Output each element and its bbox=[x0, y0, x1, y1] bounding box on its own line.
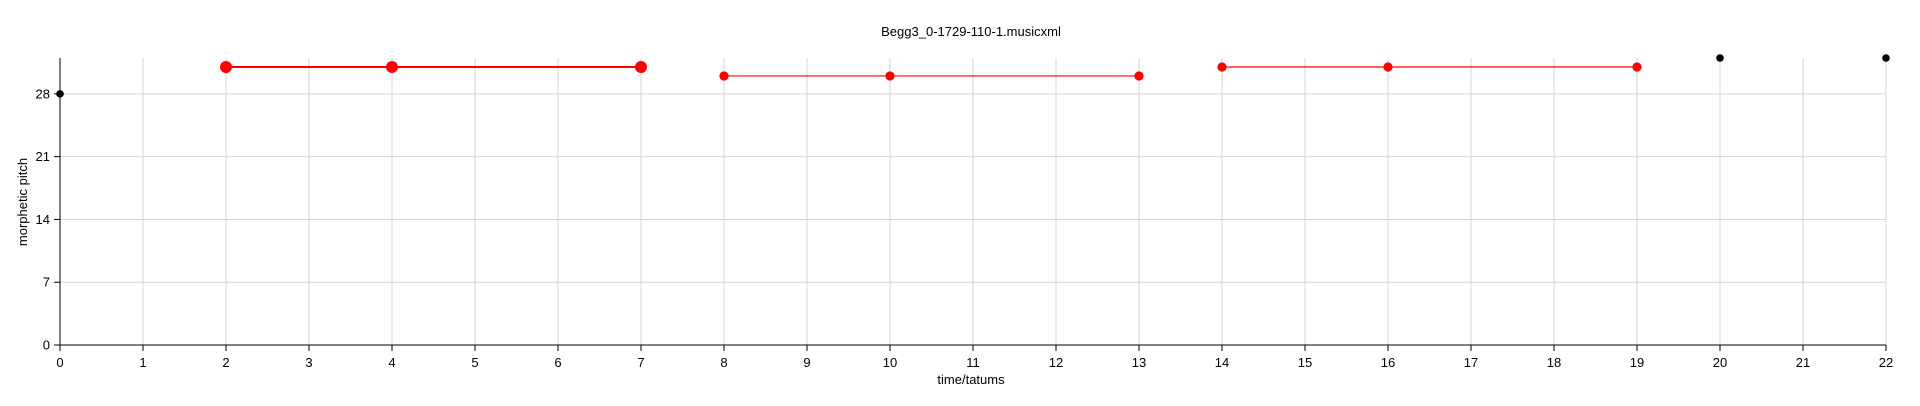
x-tick-label: 6 bbox=[554, 355, 561, 370]
y-tick-label: 7 bbox=[43, 275, 50, 290]
x-tick-label: 12 bbox=[1049, 355, 1063, 370]
data-point bbox=[56, 90, 64, 98]
x-tick-label: 17 bbox=[1464, 355, 1478, 370]
pattern-point bbox=[719, 71, 729, 81]
data-point bbox=[1882, 54, 1890, 62]
series-layer bbox=[56, 54, 1890, 98]
x-tick-label: 8 bbox=[720, 355, 727, 370]
x-tick-label: 21 bbox=[1796, 355, 1810, 370]
pattern-point bbox=[1632, 62, 1642, 72]
x-tick-label: 13 bbox=[1132, 355, 1146, 370]
x-tick-label: 18 bbox=[1547, 355, 1561, 370]
pattern-point bbox=[885, 71, 895, 81]
pattern-point bbox=[220, 60, 232, 73]
chart-title: Begg3_0-1729-110-1.musicxml bbox=[881, 24, 1061, 39]
y-axis-label: morphetic pitch bbox=[15, 158, 30, 246]
x-tick-label: 10 bbox=[883, 355, 897, 370]
y-tick-label: 14 bbox=[36, 212, 50, 227]
x-tick-label: 1 bbox=[139, 355, 146, 370]
pattern-point bbox=[386, 60, 398, 73]
y-tick-label: 21 bbox=[36, 149, 50, 164]
pattern-point bbox=[1217, 62, 1227, 72]
y-tick-label: 28 bbox=[36, 86, 50, 101]
pattern-point bbox=[635, 60, 647, 73]
x-tick-label: 22 bbox=[1879, 355, 1893, 370]
x-tick-label: 5 bbox=[471, 355, 478, 370]
x-tick-label: 16 bbox=[1381, 355, 1395, 370]
x-tick-label: 7 bbox=[637, 355, 644, 370]
x-tick-label: 9 bbox=[803, 355, 810, 370]
x-tick-label: 14 bbox=[1215, 355, 1229, 370]
x-tick-label: 15 bbox=[1298, 355, 1312, 370]
x-axis-label: time/tatums bbox=[937, 372, 1005, 387]
x-tick-label: 3 bbox=[305, 355, 312, 370]
pattern-point bbox=[1134, 71, 1144, 81]
x-tick-label: 2 bbox=[222, 355, 229, 370]
pattern-point bbox=[1383, 62, 1393, 72]
axis-layer: 0 1 2 3 4 5 6 7 8 9 10 11 12 13 14 15 16 17 18 19 20 21 220714… bbox=[36, 58, 1893, 370]
grid-layer bbox=[59, 58, 1887, 346]
x-tick-label: 0 bbox=[56, 355, 63, 370]
x-tick-label: 11 bbox=[966, 355, 980, 370]
data-point bbox=[1716, 54, 1724, 62]
x-tick-label: 4 bbox=[388, 355, 395, 370]
x-tick-label: 20 bbox=[1713, 355, 1727, 370]
y-tick-label: 0 bbox=[43, 338, 50, 353]
x-tick-label: 19 bbox=[1630, 355, 1644, 370]
